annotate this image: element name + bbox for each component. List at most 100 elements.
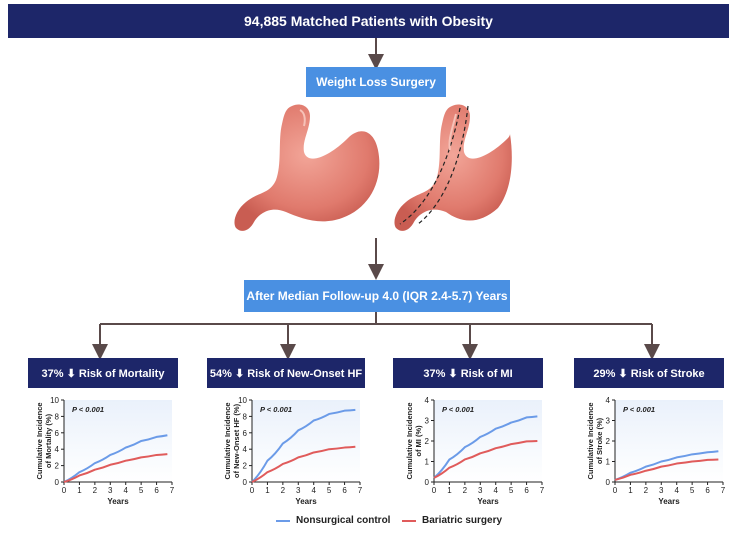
- x-tick-label: 3: [296, 486, 301, 495]
- legend-item-surgery: Bariatric surgery: [402, 515, 502, 526]
- x-tick-label: 2: [463, 486, 468, 495]
- legend-label-surgery: Bariatric surgery: [422, 515, 503, 526]
- x-tick-label: 0: [432, 486, 437, 495]
- y-axis-label: Cumulative Incidenceof New-Onset HF (%): [223, 402, 241, 479]
- plot-area: [615, 400, 723, 482]
- x-tick-label: 6: [154, 486, 159, 495]
- x-tick-label: 5: [690, 486, 695, 495]
- series-line-control: [433, 415, 538, 479]
- x-tick-label: 7: [721, 486, 726, 495]
- x-tick-label: 4: [493, 486, 498, 495]
- x-tick-label: 6: [705, 486, 710, 495]
- x-tick-label: 3: [108, 486, 113, 495]
- outcome-title-hf: 54% ⬇ Risk of New-Onset HF: [207, 358, 365, 388]
- plot-area: [64, 400, 172, 482]
- series-line-surgery: [614, 458, 719, 481]
- y-tick-label: 3: [606, 417, 611, 426]
- chart-stroke: 0 1 2 3 4 0 1 2 3 4 5 6 7 Years Cumulative Incidenceof…: [586, 396, 726, 506]
- x-tick-label: 1: [77, 486, 82, 495]
- surgery-label: Weight Loss Surgery: [316, 75, 436, 89]
- series-line-control: [63, 434, 168, 483]
- p-value-annotation: P < 0.001: [623, 405, 655, 414]
- chart-mi: 0 1 2 3 4 0 1 2 3 4 5 6 7 Years Cumulative Incidenceof…: [405, 396, 545, 506]
- p-value-annotation: P < 0.001: [442, 405, 474, 414]
- y-tick-label: 4: [243, 445, 248, 454]
- outcome-title-mi: 37% ⬇ Risk of MI: [393, 358, 543, 388]
- x-tick-label: 5: [327, 486, 332, 495]
- series-line-control: [614, 450, 719, 481]
- outcome-title-stroke: 29% ⬇ Risk of Stroke: [574, 358, 724, 388]
- plot-area: [252, 400, 360, 482]
- y-tick-label: 8: [243, 412, 248, 421]
- surgery-box: Weight Loss Surgery: [306, 67, 446, 97]
- x-tick-label: 1: [265, 486, 270, 495]
- x-tick-label: 5: [139, 486, 144, 495]
- x-axis-label: Years: [295, 497, 317, 506]
- x-tick-label: 0: [613, 486, 618, 495]
- x-tick-label: 4: [674, 486, 679, 495]
- y-axis-label: Cumulative Incidenceof Mortality (%): [35, 402, 53, 479]
- x-tick-label: 3: [659, 486, 664, 495]
- followup-label: After Median Follow-up 4.0 (IQR 2.4-5.7)…: [246, 289, 508, 303]
- legend-swatch-control: [276, 519, 290, 522]
- p-value-annotation: P < 0.001: [260, 405, 292, 414]
- chart-hf: 0 2 4 6 8 10 0 1 2 3 4 5 6 7 Years Cumulative Incidence…: [223, 396, 363, 506]
- x-tick-label: 7: [358, 486, 363, 495]
- outcome-title-mortality: 37% ⬇ Risk of Mortality: [28, 358, 178, 388]
- sleeve-stomach-icon: [394, 104, 512, 231]
- p-value-annotation: P < 0.001: [72, 405, 104, 414]
- chart-mortality: 0 2 4 6 8 10 0 1 2 3 4 5 6 7 Years Cumulative Incidence…: [35, 396, 175, 506]
- y-tick-label: 1: [606, 458, 611, 467]
- y-tick-label: 6: [55, 429, 60, 438]
- y-tick-label: 2: [55, 462, 60, 471]
- x-tick-label: 1: [447, 486, 452, 495]
- x-tick-label: 2: [93, 486, 98, 495]
- x-axis-label: Years: [477, 497, 499, 506]
- normal-stomach-icon: [234, 104, 380, 231]
- x-tick-label: 3: [478, 486, 483, 495]
- chart-legend: Nonsurgical control Bariatric surgery: [0, 512, 737, 532]
- stomach-illustrations: [234, 104, 512, 231]
- y-axis-label: Cumulative Incidenceof Stroke (%): [586, 402, 604, 479]
- y-axis-label: Cumulative Incidenceof MI (%): [405, 402, 423, 479]
- x-tick-label: 2: [644, 486, 649, 495]
- y-tick-label: 2: [606, 437, 611, 446]
- x-tick-label: 5: [509, 486, 514, 495]
- cohort-title: 94,885 Matched Patients with Obesity: [244, 13, 493, 29]
- y-tick-label: 4: [55, 445, 60, 454]
- x-axis-label: Years: [107, 497, 129, 506]
- x-tick-label: 4: [123, 486, 128, 495]
- y-tick-label: 8: [55, 412, 60, 421]
- x-tick-label: 0: [62, 486, 67, 495]
- y-tick-label: 10: [50, 396, 59, 405]
- followup-box: After Median Follow-up 4.0 (IQR 2.4-5.7)…: [244, 280, 510, 312]
- y-tick-label: 3: [425, 417, 430, 426]
- y-tick-label: 10: [238, 396, 247, 405]
- x-tick-label: 6: [524, 486, 529, 495]
- x-tick-label: 2: [281, 486, 286, 495]
- y-tick-label: 4: [425, 396, 430, 405]
- y-tick-label: 0: [55, 478, 60, 487]
- series-line-control: [251, 408, 356, 483]
- x-tick-label: 0: [250, 486, 255, 495]
- y-tick-label: 0: [425, 478, 430, 487]
- y-tick-label: 0: [606, 478, 611, 487]
- x-axis-label: Years: [658, 497, 680, 506]
- x-tick-label: 6: [342, 486, 347, 495]
- x-tick-label: 7: [540, 486, 545, 495]
- x-tick-label: 7: [170, 486, 175, 495]
- legend-item-control: Nonsurgical control: [276, 515, 390, 526]
- series-line-surgery: [63, 453, 168, 483]
- cohort-banner: 94,885 Matched Patients with Obesity: [8, 4, 729, 38]
- legend-label-control: Nonsurgical control: [296, 515, 391, 526]
- y-tick-label: 2: [243, 462, 248, 471]
- y-tick-label: 4: [606, 396, 611, 405]
- y-tick-label: 1: [425, 458, 430, 467]
- legend-swatch-surgery: [402, 519, 416, 522]
- y-tick-label: 6: [243, 429, 248, 438]
- y-tick-label: 2: [425, 437, 430, 446]
- x-tick-label: 4: [311, 486, 316, 495]
- series-line-surgery: [433, 440, 538, 479]
- x-tick-label: 1: [628, 486, 633, 495]
